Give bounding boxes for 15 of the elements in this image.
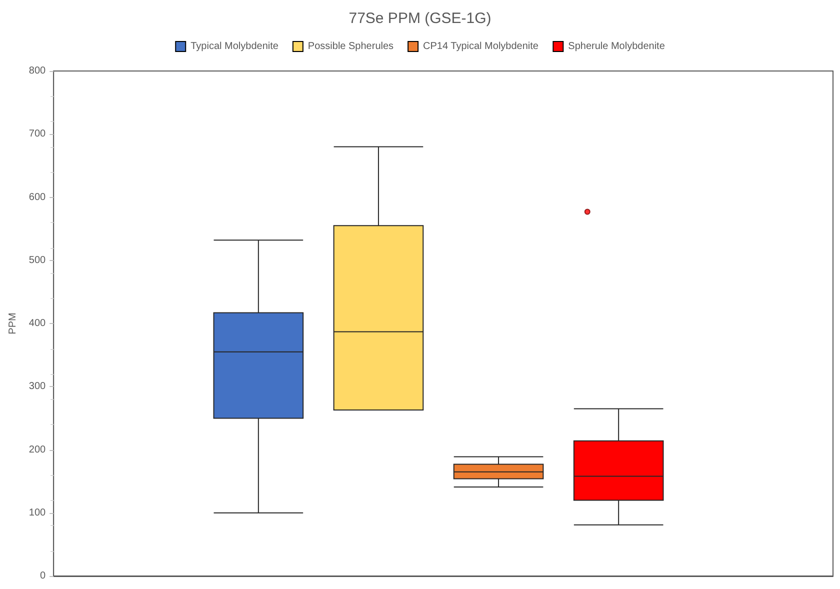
y-tick-label: 400: [28, 318, 46, 329]
legend-label: Possible Spherules: [308, 41, 394, 52]
chart-title: 77Se PPM (GSE-1G): [348, 10, 492, 27]
y-tick-label: 100: [28, 507, 46, 518]
y-tick-label: 0: [40, 570, 46, 582]
y-tick-label: 600: [28, 192, 46, 203]
y-tick-label: 300: [28, 381, 46, 392]
y-axis-title: PPM: [8, 312, 18, 334]
legend-label: Spherule Molybdenite: [568, 41, 666, 52]
y-tick-label: 800: [28, 66, 46, 76]
y-tick-label: 700: [28, 128, 46, 140]
y-tick-label: 500: [28, 254, 46, 266]
legend-label: Typical Molybdenite: [190, 41, 279, 52]
legend-label: CP14 Typical Molybdenite: [423, 41, 539, 52]
y-tick-label: 200: [28, 444, 46, 456]
